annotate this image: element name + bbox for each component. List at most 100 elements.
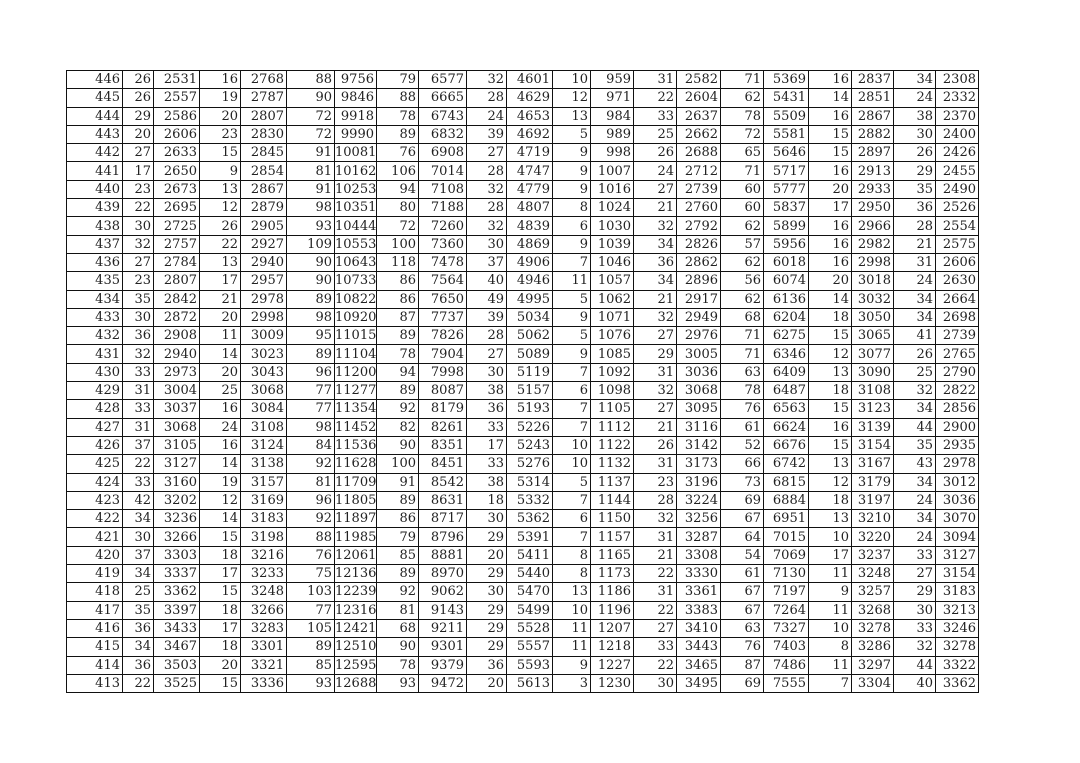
count-cell: 71 — [720, 326, 764, 346]
count-cell: 89 — [286, 289, 335, 309]
count-cell: 44 — [893, 655, 936, 675]
cumulative-cell: 7360 — [418, 234, 467, 254]
count-cell: 10 — [808, 527, 852, 547]
cumulative-cell: 6018 — [763, 252, 809, 273]
cumulative-cell: 7478 — [418, 252, 467, 273]
cumulative-cell: 6908 — [418, 143, 467, 163]
count-cell: 30 — [893, 600, 936, 620]
cumulative-cell: 7130 — [763, 564, 809, 584]
count-cell: 28 — [466, 88, 507, 108]
count-cell: 90 — [286, 271, 335, 291]
count-cell: 24 — [893, 490, 936, 511]
count-cell: 35 — [122, 289, 154, 309]
count-cell: 18 — [199, 600, 241, 620]
cumulative-cell: 3077 — [851, 344, 894, 364]
cumulative-cell: 3116 — [676, 417, 721, 437]
count-cell: 7 — [552, 252, 591, 273]
score-cell: 428 — [66, 399, 123, 419]
count-cell: 64 — [720, 527, 764, 547]
cumulative-cell: 5332 — [506, 490, 553, 511]
count-cell: 15 — [808, 435, 852, 456]
cumulative-cell: 7904 — [418, 344, 467, 364]
cumulative-cell: 2845 — [240, 143, 287, 163]
cumulative-cell: 2757 — [153, 234, 200, 254]
score-cell: 434 — [66, 289, 123, 309]
count-cell: 5 — [552, 326, 591, 346]
cumulative-cell: 7264 — [763, 600, 809, 620]
count-cell: 62 — [720, 252, 764, 273]
count-cell: 32 — [122, 234, 154, 254]
cumulative-cell: 2792 — [676, 216, 721, 236]
cumulative-cell: 7737 — [418, 307, 467, 328]
cumulative-cell: 6409 — [763, 362, 809, 383]
count-cell: 90 — [376, 435, 419, 456]
cumulative-cell: 11354 — [334, 399, 377, 419]
count-cell: 11 — [552, 618, 591, 639]
count-cell: 38 — [466, 472, 507, 492]
cumulative-cell: 3036 — [676, 362, 721, 383]
cumulative-cell: 3065 — [851, 326, 894, 346]
count-cell: 5 — [552, 472, 591, 492]
cumulative-cell: 10162 — [334, 161, 377, 181]
cumulative-cell: 4747 — [506, 161, 553, 181]
cumulative-cell: 2856 — [935, 399, 979, 419]
score-cell: 437 — [66, 234, 123, 254]
cumulative-cell: 12061 — [334, 545, 377, 566]
count-cell: 21 — [199, 289, 241, 309]
cumulative-cell: 959 — [590, 69, 634, 90]
cumulative-cell: 2913 — [851, 161, 894, 181]
cumulative-cell: 2882 — [851, 124, 894, 145]
count-cell: 32 — [122, 344, 154, 364]
cumulative-cell: 5034 — [506, 307, 553, 328]
cumulative-cell: 2949 — [676, 307, 721, 328]
cumulative-cell: 1207 — [590, 618, 634, 639]
cumulative-cell: 3023 — [240, 344, 287, 364]
count-cell: 13 — [552, 106, 591, 126]
count-cell: 16 — [199, 435, 241, 456]
count-cell: 31 — [633, 69, 677, 90]
cumulative-cell: 7826 — [418, 326, 467, 346]
count-cell: 78 — [720, 106, 764, 126]
table-row: 443 20 2606 23 2830 72 9990 89 6832 39 4692 5 989 25 2… — [66, 124, 979, 145]
cumulative-cell: 7188 — [418, 198, 467, 218]
cumulative-cell: 3266 — [240, 600, 287, 620]
count-cell: 11 — [808, 600, 852, 620]
cumulative-cell: 2790 — [935, 362, 979, 383]
count-cell: 68 — [720, 307, 764, 328]
cumulative-cell: 9756 — [334, 69, 377, 90]
count-cell: 32 — [633, 216, 677, 236]
count-cell: 33 — [122, 362, 154, 383]
cumulative-cell: 8881 — [418, 545, 467, 566]
cumulative-cell: 2822 — [935, 381, 979, 401]
count-cell: 22 — [122, 673, 154, 694]
count-cell: 16 — [808, 252, 852, 273]
cumulative-cell: 4906 — [506, 252, 553, 273]
cumulative-cell: 8087 — [418, 381, 467, 401]
cumulative-cell: 3142 — [676, 435, 721, 456]
count-cell: 15 — [808, 143, 852, 163]
cumulative-cell: 5956 — [763, 234, 809, 254]
cumulative-cell: 3043 — [240, 362, 287, 383]
cumulative-cell: 3278 — [935, 637, 979, 657]
cumulative-cell: 1105 — [590, 399, 634, 419]
cumulative-cell: 2426 — [935, 143, 979, 163]
table-row: 423 42 3202 12 3169 96 11805 89 8631 18 5332 7 1144 2… — [66, 490, 979, 511]
count-cell: 15 — [808, 124, 852, 145]
cumulative-cell: 6487 — [763, 381, 809, 401]
cumulative-cell: 6743 — [418, 106, 467, 126]
count-cell: 92 — [286, 509, 335, 529]
cumulative-cell: 2765 — [935, 344, 979, 364]
score-cell: 435 — [66, 271, 123, 291]
count-cell: 33 — [466, 417, 507, 437]
count-cell: 15 — [808, 326, 852, 346]
cumulative-cell: 11709 — [334, 472, 377, 492]
cumulative-cell: 5369 — [763, 69, 809, 90]
cumulative-cell: 9301 — [418, 637, 467, 657]
cumulative-cell: 1057 — [590, 271, 634, 291]
count-cell: 63 — [720, 618, 764, 639]
score-cell: 415 — [66, 637, 123, 657]
count-cell: 87 — [376, 307, 419, 328]
table-row: 429 31 3004 25 3068 77 11277 89 8087 38 5157 6 1098 3… — [66, 381, 979, 401]
count-cell: 29 — [893, 161, 936, 181]
count-cell: 28 — [633, 490, 677, 511]
